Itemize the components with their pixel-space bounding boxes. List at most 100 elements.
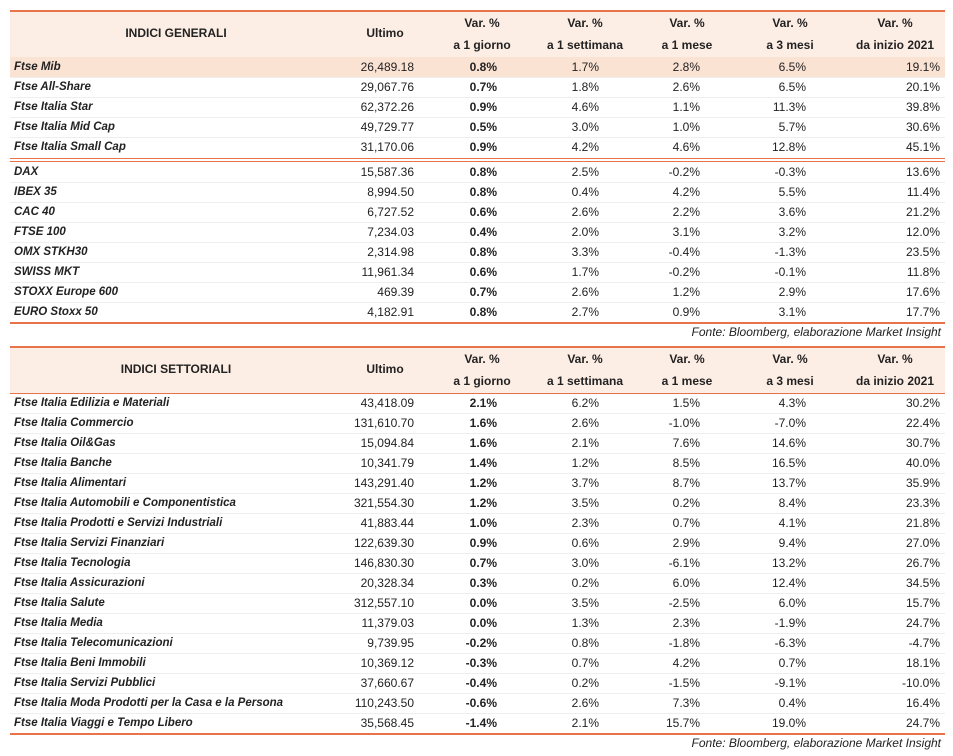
cell: 321,554.30 — [353, 496, 414, 510]
cell: 6.2% — [571, 396, 599, 410]
cell: 24.7% — [905, 716, 940, 730]
cell: 40.0% — [905, 456, 940, 470]
cell: 62,372.26 — [360, 100, 414, 114]
row-rule — [10, 633, 945, 634]
cell: 2.1% — [571, 436, 599, 450]
cell: 3.5% — [571, 496, 599, 510]
cell: 35.9% — [905, 476, 940, 490]
cell: 27.0% — [905, 536, 940, 550]
cell: 312,557.10 — [353, 596, 414, 610]
cell: 24.7% — [905, 616, 940, 630]
cell: 6.0% — [672, 576, 700, 590]
cell: 35,568.45 — [360, 716, 414, 730]
cell: 31,170.06 — [360, 140, 414, 154]
cell: 0.7% — [469, 80, 497, 94]
header-bg — [10, 10, 945, 57]
cell: 26,489.18 — [360, 60, 414, 74]
row-label: Ftse Italia Automobili e Componentistica — [14, 497, 236, 509]
cell: 8.4% — [778, 496, 806, 510]
cell: 6.5% — [778, 80, 806, 94]
cell: 4.6% — [571, 100, 599, 114]
cell: -7.0% — [774, 416, 806, 430]
cell: -0.4% — [668, 245, 700, 259]
cell: 23.3% — [905, 496, 940, 510]
cell: 15.7% — [665, 716, 700, 730]
row-rule — [10, 137, 945, 138]
row-rule — [10, 653, 945, 654]
cell: 4.6% — [672, 140, 700, 154]
row-label: Ftse Italia Prodotti e Servizi Industria… — [14, 517, 223, 529]
cell: -0.1% — [774, 265, 806, 279]
cell: 7.6% — [672, 436, 700, 450]
cell: 2.1% — [469, 396, 497, 410]
row-rule — [10, 573, 945, 574]
cell: 0.4% — [778, 696, 806, 710]
row-label: Ftse Italia Small Cap — [14, 141, 126, 153]
cell: 0.4% — [571, 185, 599, 199]
cell: 2.9% — [672, 536, 700, 550]
row-rule — [10, 202, 945, 203]
cell: 146,830.30 — [353, 556, 414, 570]
cell: 0.4% — [469, 225, 497, 239]
cell: 17.6% — [905, 285, 940, 299]
row-label: Ftse Italia Banche — [14, 457, 112, 469]
cell: 20.1% — [905, 80, 940, 94]
cell: 0.7% — [672, 516, 700, 530]
cell: 1.5% — [672, 396, 700, 410]
row-label: Ftse Italia Edilizia e Materiali — [14, 397, 170, 409]
cell: 4.2% — [672, 656, 700, 670]
row-label: Ftse Italia Telecomunicazioni — [14, 637, 173, 649]
cell: 9.4% — [778, 536, 806, 550]
cell: -0.4% — [465, 676, 497, 690]
cell: 13.7% — [771, 476, 806, 490]
cell: 0.8% — [469, 305, 497, 319]
cell: -1.3% — [774, 245, 806, 259]
rule — [10, 10, 945, 12]
cell: 0.7% — [469, 285, 497, 299]
row-label: Ftse Italia Viaggi e Tempo Libero — [14, 717, 193, 729]
cell: 0.2% — [571, 676, 599, 690]
source: Fonte: Bloomberg, elaborazione Market In… — [691, 325, 941, 339]
header-cell: Var. % — [669, 16, 705, 30]
row-rule — [10, 473, 945, 474]
cell: 5.5% — [778, 185, 806, 199]
cell: 0.0% — [469, 596, 497, 610]
cell: 7,234.03 — [367, 225, 414, 239]
row-rule — [10, 553, 945, 554]
row-label: Ftse Italia Oil&Gas — [14, 437, 116, 449]
row-rule — [10, 182, 945, 183]
cell: 2.9% — [778, 285, 806, 299]
row-rule — [10, 262, 945, 263]
cell: -1.0% — [668, 416, 700, 430]
cell: 1.6% — [469, 416, 497, 430]
row-rule — [10, 493, 945, 494]
cell: 10,369.12 — [360, 656, 414, 670]
row-label: Ftse Italia Commercio — [14, 417, 134, 429]
header-cell: INDICI SETTORIALI — [120, 362, 232, 376]
cell: 4.2% — [571, 140, 599, 154]
header-cell: a 1 mese — [661, 374, 713, 388]
cell: 12.8% — [771, 140, 806, 154]
header-cell: Var. % — [567, 16, 603, 30]
cell: 34.5% — [905, 576, 940, 590]
cell: 0.9% — [469, 536, 497, 550]
cell: 37,660.67 — [360, 676, 414, 690]
cell: -6.1% — [668, 556, 700, 570]
row-label: EURO Stoxx 50 — [14, 306, 98, 318]
cell: 12.4% — [771, 576, 806, 590]
row-label: Ftse Italia Moda Prodotti per la Casa e … — [14, 697, 284, 709]
source: Fonte: Bloomberg, elaborazione Market In… — [691, 736, 941, 750]
cell: 0.9% — [469, 140, 497, 154]
cell: 12.0% — [905, 225, 940, 239]
header-cell: Var. % — [669, 352, 705, 366]
cell: 11,961.34 — [361, 265, 415, 279]
cell: 2.0% — [571, 225, 599, 239]
row-rule — [10, 117, 945, 118]
row-label: Ftse Italia Mid Cap — [14, 121, 115, 133]
cell: 122,639.30 — [353, 536, 414, 550]
row-label: Ftse Italia Assicurazioni — [14, 577, 145, 589]
row-label: STOXX Europe 600 — [14, 286, 118, 298]
row-rule — [10, 97, 945, 98]
cell: 2.6% — [571, 285, 599, 299]
row-label: Ftse Mib — [14, 61, 61, 73]
